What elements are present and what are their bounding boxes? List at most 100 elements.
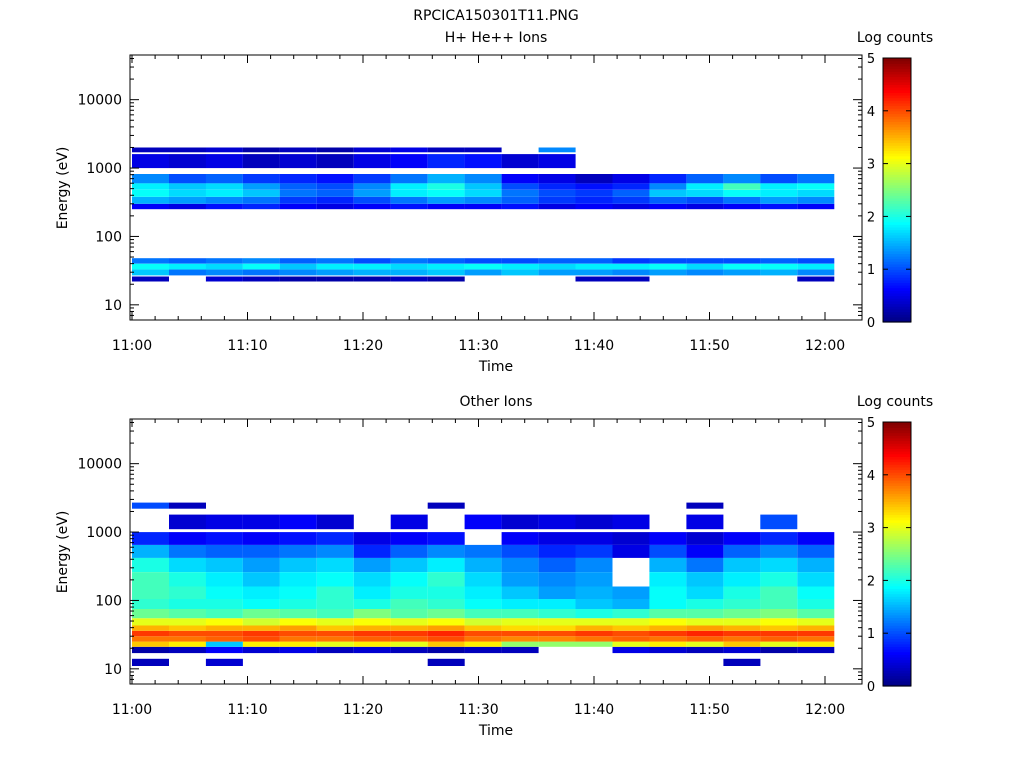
heatmap-cell: [279, 630, 317, 637]
heatmap-cell: [686, 258, 724, 264]
heatmap-cell: [390, 630, 428, 637]
colorbar-segment: [883, 84, 911, 88]
heatmap-cell: [686, 532, 724, 545]
colorbar-segment: [883, 274, 911, 278]
axis-ticks: 11:00 11:10 11:20 11:30 11:40 11:50 12:00 10 100…: [77, 419, 862, 718]
heatmap-cell: [501, 586, 539, 599]
colorbar-segment: [883, 171, 911, 175]
heatmap-cell: [427, 646, 465, 654]
colorbar-segment: [883, 97, 911, 101]
heatmap-cell: [538, 630, 576, 637]
heatmap-cell: [612, 646, 650, 654]
heatmap-cell: [242, 147, 280, 153]
colorbar: 0 1 2 3 4 5: [867, 416, 912, 695]
heatmap-cell: [316, 532, 354, 545]
heatmap-cell: [538, 258, 576, 264]
heatmap-cell: [242, 646, 280, 654]
colorbar-segment: [883, 131, 911, 136]
heatmap-cell: [427, 269, 465, 276]
colorbar-segment: [883, 422, 911, 426]
colorbar-segment: [883, 192, 911, 196]
heatmap-cell: [538, 203, 576, 210]
heatmap-cell: [390, 609, 428, 619]
colorbar-segment: [883, 620, 911, 624]
heatmap-cell: [427, 586, 465, 599]
colorbar-segment: [883, 292, 911, 297]
heatmap-cell: [612, 203, 650, 210]
colorbar-segment: [883, 427, 911, 431]
heatmap-cell: [279, 154, 317, 169]
heatmap-cell: [427, 147, 465, 153]
colorbar-tick-label: 2: [867, 574, 875, 589]
colorbar-segment: [883, 160, 911, 165]
heatmap-cell: [797, 203, 835, 210]
heatmap-cell: [501, 646, 539, 654]
heatmap-cell: [649, 572, 687, 587]
heatmap-cell: [353, 196, 391, 204]
heatmap-cell: [316, 174, 354, 184]
heatmap-cell: [686, 544, 724, 558]
colorbar-segment: [883, 680, 911, 684]
colorbar-segment: [883, 424, 911, 428]
heatmap-cell: [316, 625, 354, 631]
heatmap-cell: [242, 544, 280, 558]
heatmap-cell: [464, 514, 502, 530]
colorbar-segment: [883, 551, 911, 555]
x-tick-label: 11:00: [112, 702, 152, 718]
y-tick-label: 10: [104, 662, 122, 678]
heatmap-cell: [427, 572, 465, 587]
heatmap-cell: [132, 154, 169, 169]
colorbar-segment: [883, 435, 911, 439]
heatmap-cell: [316, 258, 354, 264]
x-axis-label: Time: [478, 359, 513, 375]
colorbar-segment: [883, 219, 911, 223]
heatmap-cell: [464, 203, 502, 210]
heatmap-cell: [316, 572, 354, 587]
colorbar-segment: [883, 630, 911, 634]
heatmap-cell: [797, 183, 835, 190]
heatmap-cell: [760, 636, 798, 642]
y-axis-label: Energy (eV): [55, 511, 71, 594]
colorbar-segment: [883, 683, 911, 687]
heatmap-cell: [205, 269, 243, 276]
heatmap-cell: [279, 174, 317, 184]
heatmap-cell: [501, 625, 539, 631]
colorbar-segment: [883, 517, 911, 521]
heatmap-cell: [353, 269, 391, 276]
heatmap-cell: [797, 636, 835, 642]
heatmap-cell: [169, 174, 206, 184]
heatmap-cell: [538, 183, 576, 190]
heatmap-cell: [538, 544, 576, 558]
colorbar-segment: [883, 81, 911, 85]
heatmap-cell: [316, 646, 354, 654]
colorbar-segment: [883, 153, 911, 157]
heatmap-cell: [538, 641, 576, 647]
heatmap-cell: [612, 189, 650, 197]
heatmap-cell: [353, 154, 391, 169]
colorbar-segment: [883, 564, 911, 568]
heatmap-cell: [612, 630, 650, 637]
heatmap-cell: [353, 189, 391, 197]
heatmap-cell: [723, 174, 761, 184]
colorbar-segment: [883, 79, 911, 83]
x-tick-label: 11:50: [689, 702, 729, 718]
colorbar-tick-label: 0: [867, 680, 875, 695]
colorbar-segment: [883, 458, 911, 463]
heatmap-cell: [723, 269, 761, 276]
heatmap-cell: [464, 636, 502, 642]
panel-title: Other Ions: [459, 394, 532, 410]
heatmap-cell: [538, 196, 576, 204]
heatmap-cell: [316, 203, 354, 210]
x-tick-label: 11:50: [689, 338, 729, 354]
heatmap-cell: [760, 174, 798, 184]
heatmap-cell: [649, 263, 687, 270]
colorbar-segment: [883, 678, 911, 682]
colorbar-segment: [883, 583, 911, 587]
heatmap-cell: [575, 599, 613, 609]
heatmap-cell: [132, 646, 169, 654]
colorbar-segment: [883, 538, 911, 542]
x-tick-label: 12:00: [805, 338, 845, 354]
colorbar-segment: [883, 129, 911, 133]
heatmap-cell: [575, 514, 613, 530]
heatmap-cell: [501, 258, 539, 264]
